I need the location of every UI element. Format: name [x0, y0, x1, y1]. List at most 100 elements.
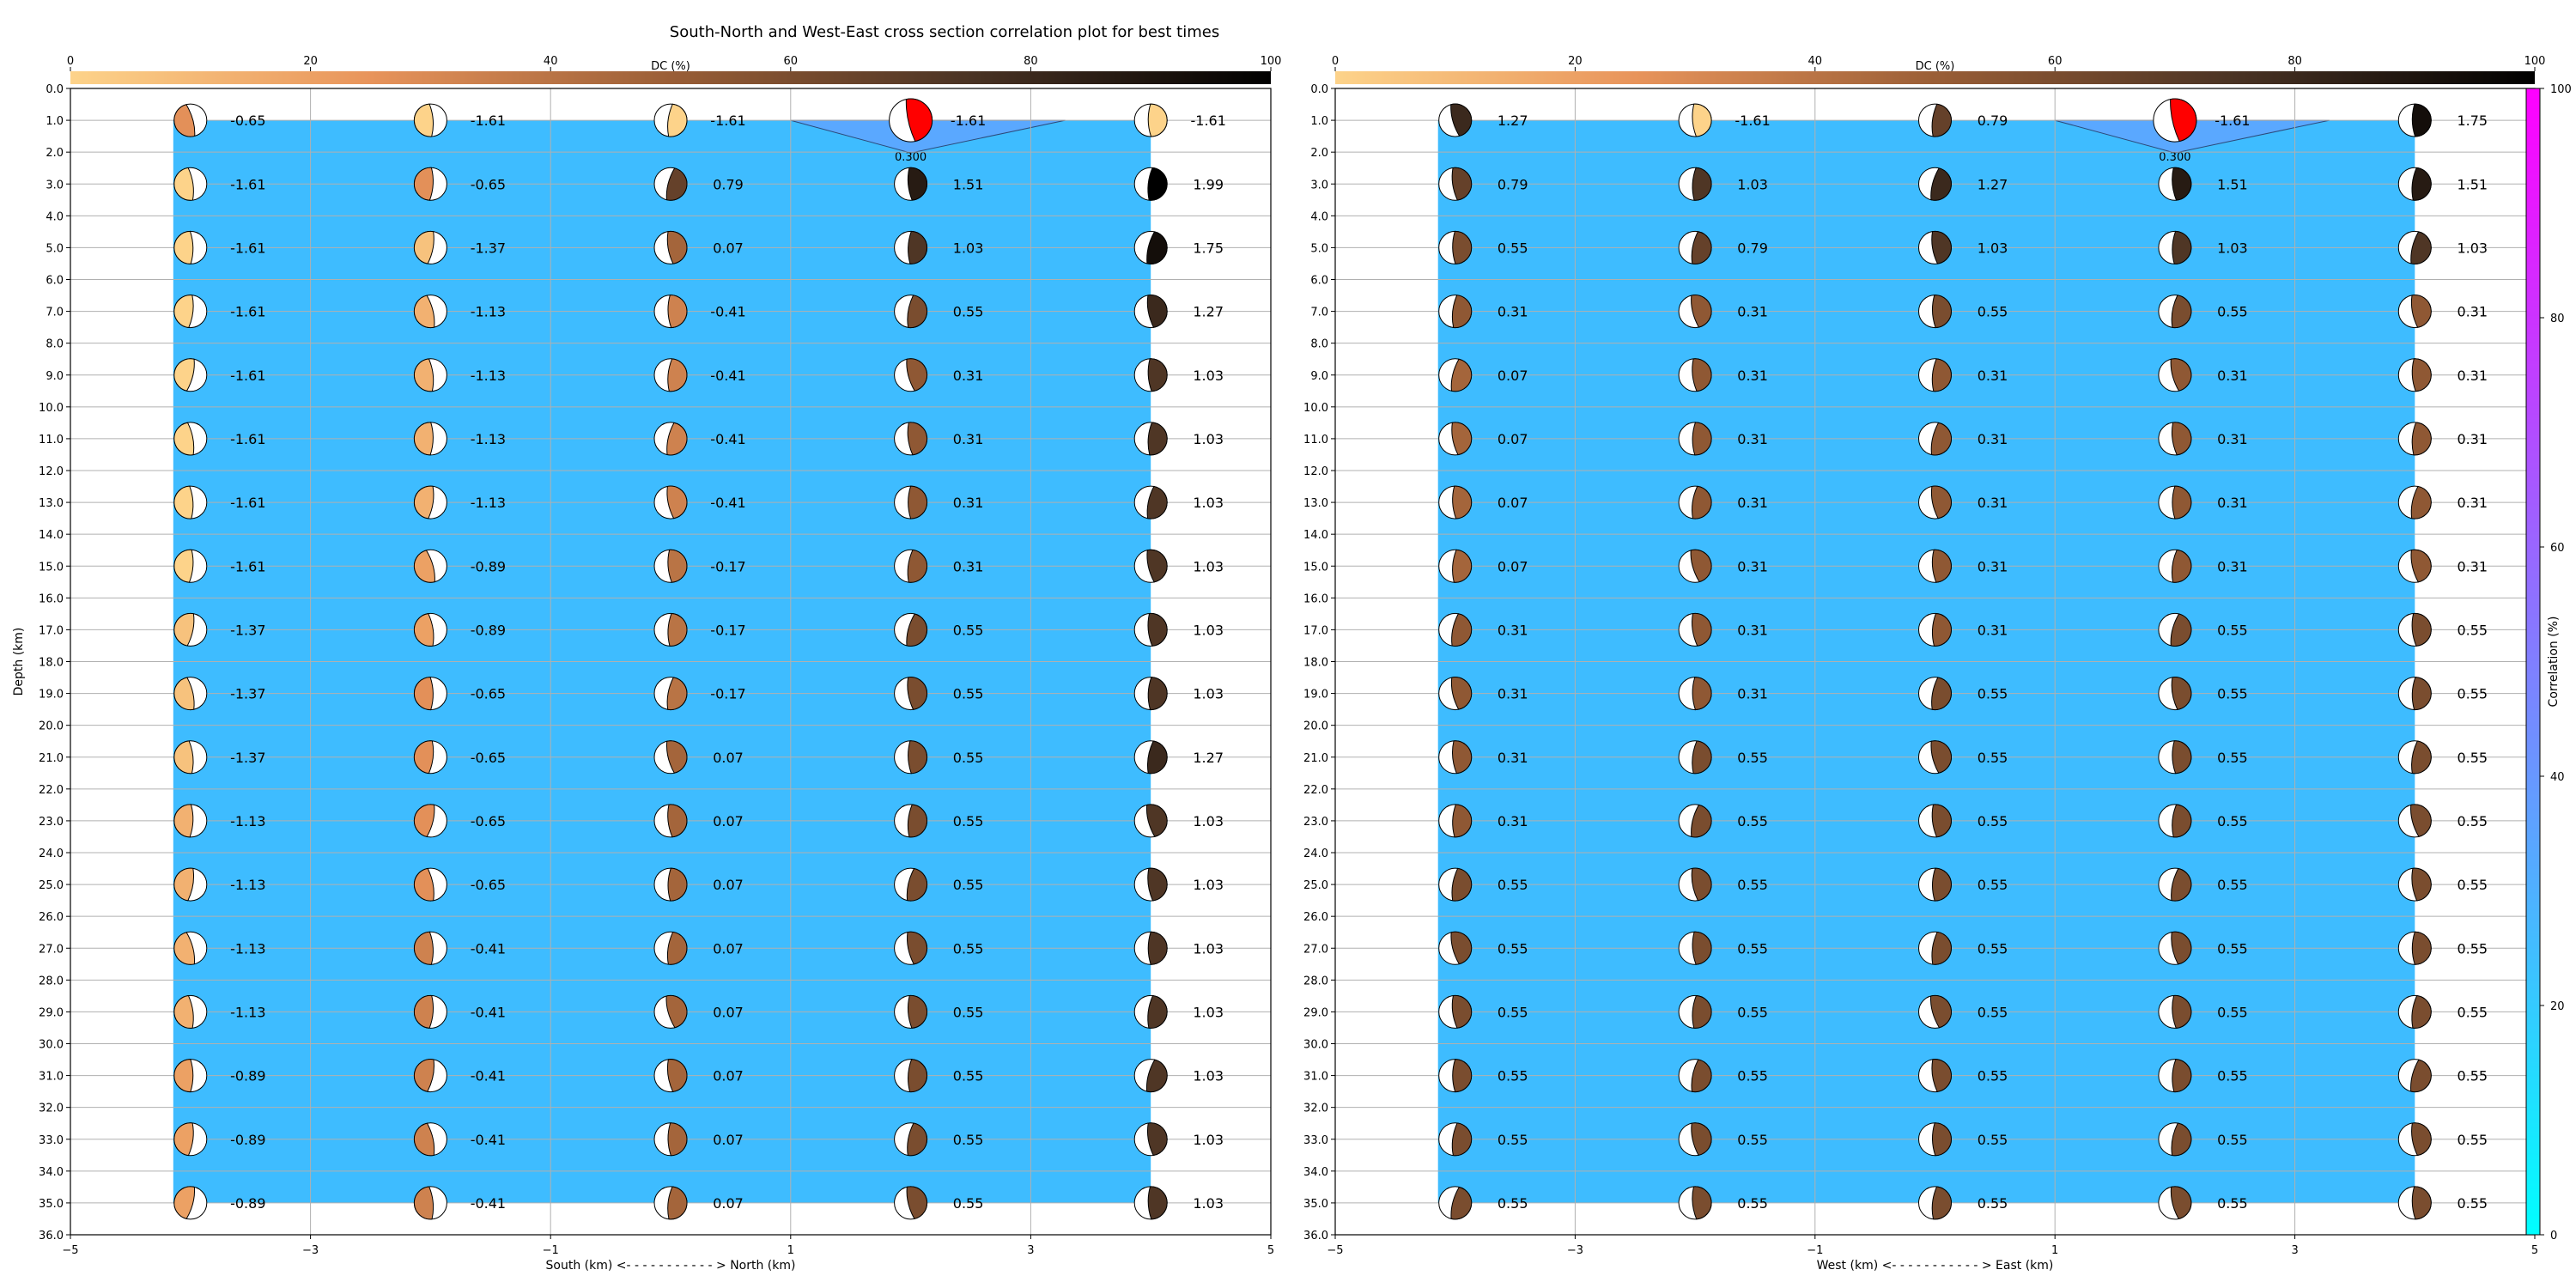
- y-tick-label: 21.0: [1303, 752, 1328, 765]
- beachball: [413, 485, 447, 519]
- data-value-label: -1.61: [230, 431, 265, 447]
- beachball: [1438, 295, 1473, 329]
- beachball: [1678, 167, 1712, 201]
- beachball: [173, 230, 208, 264]
- y-tick-label: 10.0: [1303, 402, 1328, 415]
- beachball: [413, 1059, 447, 1093]
- data-value-label: 0.55: [2217, 686, 2248, 702]
- beachball-compressional-lobe: [1691, 1122, 1712, 1156]
- beachball-compressional-lobe: [1929, 994, 1952, 1029]
- y-tick-label: 24.0: [39, 848, 64, 860]
- beachball-compressional-lobe: [906, 867, 928, 902]
- beachball-compressional-lobe: [1932, 1122, 1952, 1157]
- beachball: [2158, 677, 2192, 711]
- data-value-label: 0.79: [1498, 176, 1528, 192]
- beachball-compressional-lobe: [1692, 485, 1712, 519]
- data-value-label: 0.55: [1737, 940, 1768, 957]
- data-value-label: 1.51: [953, 176, 984, 192]
- data-value-label: -1.13: [471, 368, 506, 384]
- beachball-compressional-lobe: [665, 167, 688, 201]
- beachball-compressional-lobe: [413, 740, 434, 775]
- y-tick-label: 11.0: [1303, 434, 1328, 447]
- y-tick-label: 5.0: [46, 242, 64, 255]
- y-tick-label: 8.0: [1310, 338, 1328, 351]
- beachball: [1438, 485, 1473, 519]
- y-tick-label: 27.0: [1303, 943, 1328, 956]
- y-tick-label: 36.0: [1303, 1230, 1328, 1242]
- y-tick-label: 2.0: [46, 147, 64, 160]
- dc-tick-label: 40: [1808, 55, 1823, 68]
- beachball-compressional-lobe: [1691, 867, 1712, 902]
- data-value-label: 1.03: [1193, 1195, 1224, 1212]
- beachball: [653, 867, 688, 902]
- data-value-label: 0.55: [1737, 1068, 1768, 1084]
- data-value-label: -0.41: [471, 940, 506, 957]
- beachball: [1918, 422, 1952, 456]
- data-value-label: 0.55: [953, 686, 984, 702]
- data-value-label: 0.79: [713, 176, 744, 192]
- data-value-label: 1.75: [2457, 112, 2488, 129]
- data-value-label: 0.55: [2457, 686, 2488, 702]
- data-value-label: 0.55: [2217, 622, 2248, 638]
- beachball: [2158, 612, 2192, 647]
- data-value-label: -0.89: [471, 558, 506, 574]
- beachball-compressional-lobe: [1450, 1186, 1473, 1220]
- y-tick-label: 17.0: [1303, 624, 1328, 637]
- beachball: [413, 931, 447, 965]
- data-value-label: -0.65: [230, 112, 265, 129]
- beachball: [1133, 1059, 1168, 1093]
- data-value-label: 0.55: [1498, 877, 1528, 893]
- data-value-label: -1.61: [1735, 112, 1770, 129]
- beachball: [1918, 358, 1952, 392]
- beachball-compressional-lobe: [667, 549, 688, 583]
- data-value-label: 0.31: [1737, 622, 1768, 638]
- dc-tick-label: 20: [303, 55, 318, 68]
- beachball-compressional-lobe: [173, 677, 195, 711]
- data-value-label: -1.61: [230, 495, 265, 511]
- best-value-label: 0.300: [895, 151, 927, 164]
- y-tick-label: 12.0: [39, 465, 64, 478]
- beachball-compressional-lobe: [2170, 358, 2192, 392]
- beachball: [2397, 549, 2432, 583]
- beachball: [2158, 867, 2192, 902]
- beachball: [2397, 103, 2432, 137]
- data-value-label: 0.55: [1498, 1068, 1528, 1084]
- beachball-compressional-lobe: [1450, 103, 1473, 137]
- beachball: [1133, 230, 1168, 264]
- beachball-compressional-lobe: [2410, 1059, 2432, 1093]
- dc-tick-label: 80: [2287, 55, 2302, 68]
- data-value-label: -0.65: [471, 877, 506, 893]
- y-tick-label: 25.0: [39, 879, 64, 892]
- beachball-compressional-lobe: [1932, 295, 1952, 329]
- beachball: [1678, 358, 1712, 392]
- beachball-compressional-lobe: [1451, 295, 1473, 329]
- beachball-compressional-lobe: [667, 1186, 688, 1220]
- beachball-compressional-lobe: [2411, 358, 2432, 392]
- y-tick-label: 14.0: [39, 529, 64, 542]
- beachball-compressional-lobe: [173, 485, 194, 519]
- beachball: [653, 740, 688, 775]
- beachball: [1918, 931, 1952, 965]
- dc-colorbar: [70, 71, 1271, 84]
- beachball: [413, 867, 447, 902]
- beachball: [1438, 358, 1473, 392]
- y-tick-label: 15.0: [39, 561, 64, 574]
- beachball: [2158, 1122, 2192, 1157]
- data-value-label: 0.31: [1978, 368, 2008, 384]
- y-tick-label: 26.0: [1303, 911, 1328, 924]
- beachball: [1438, 230, 1473, 264]
- beachball-compressional-lobe: [908, 230, 928, 264]
- beachball: [2397, 295, 2432, 329]
- data-value-label: 0.55: [2217, 1195, 2248, 1212]
- beachball-compressional-lobe: [413, 550, 435, 583]
- beachball: [2397, 740, 2432, 775]
- beachball-compressional-lobe: [413, 230, 434, 264]
- data-value-label: -1.13: [471, 431, 506, 447]
- data-value-label: 0.07: [1498, 368, 1528, 384]
- beachball-compressional-lobe: [666, 422, 688, 456]
- data-value-label: -0.41: [471, 1004, 506, 1020]
- beachball-compressional-lobe: [1931, 677, 1952, 711]
- data-value-label: 0.31: [1498, 304, 1528, 320]
- beachball-compressional-lobe: [173, 995, 194, 1029]
- beachball: [653, 230, 688, 264]
